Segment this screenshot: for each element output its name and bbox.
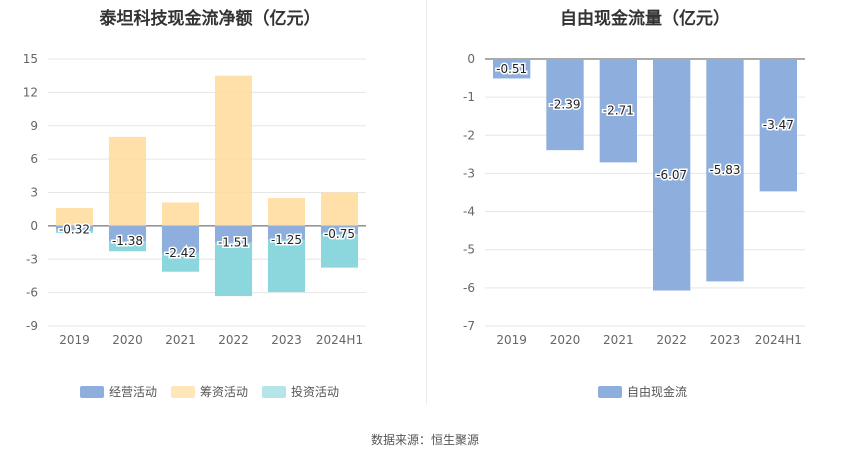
y-tick-label-right: -1 — [463, 90, 475, 104]
bar-left-2-0 — [55, 229, 94, 233]
y-tick-label-left: -3 — [26, 252, 38, 266]
legend-swatch-operating — [80, 385, 104, 398]
data-label-left-1: -1.38 — [112, 234, 143, 248]
bar-left-1-0 — [55, 208, 94, 226]
left-chart-legend: 经营活动 筹资活动 投资活动 — [80, 383, 339, 400]
bar-left-1-2 — [161, 202, 200, 226]
legend-item-free-cash-flow[interactable]: 自由现金流 — [598, 383, 687, 400]
bar-right-0-5 — [759, 59, 797, 192]
y-tick-label-right: -2 — [463, 128, 475, 142]
y-tick-label-right: -4 — [463, 205, 475, 219]
bar-left-1-4 — [267, 198, 306, 226]
panel-divider — [426, 0, 427, 405]
data-label-right-5: -3.47 — [763, 118, 794, 132]
bar-right-0-0 — [493, 59, 531, 79]
y-tick-label-left: 12 — [23, 85, 38, 99]
bar-left-0-2 — [161, 225, 200, 253]
bar-left-0-3 — [214, 225, 253, 243]
data-label-right-3: -6.07 — [656, 168, 687, 182]
y-tick-label-left: 9 — [30, 119, 38, 133]
right-chart-legend: 自由现金流 — [598, 383, 687, 400]
bar-left-0-1 — [108, 225, 147, 242]
y-tick-label-right: 0 — [467, 52, 475, 66]
legend-item-operating[interactable]: 经营活动 — [80, 383, 157, 400]
legend-item-financing[interactable]: 筹资活动 — [171, 383, 248, 400]
data-label-left-3: -1.51 — [218, 236, 249, 250]
x-tick-label-left: 2021 — [165, 333, 196, 347]
bar-left-2-3 — [214, 242, 253, 297]
data-label-right-0: -0.51 — [496, 62, 527, 76]
data-label-right-2: -2.71 — [603, 104, 634, 118]
x-tick-label-left: 2020 — [112, 333, 143, 347]
bar-left-2-5 — [320, 234, 359, 268]
x-tick-label-right: 2021 — [603, 333, 634, 347]
x-tick-label-left: 2023 — [271, 333, 302, 347]
bar-right-0-1 — [546, 59, 584, 151]
x-tick-label-right: 2023 — [710, 333, 741, 347]
x-tick-label-right: 2022 — [656, 333, 687, 347]
bar-left-2-1 — [108, 241, 147, 252]
x-tick-label-left: 2022 — [218, 333, 249, 347]
legend-label-operating: 经营活动 — [109, 385, 158, 399]
data-label-right-1: -2.39 — [549, 98, 580, 112]
legend-label-financing: 筹资活动 — [200, 385, 249, 399]
bar-left-1-1 — [108, 136, 147, 226]
bar-left-1-5 — [320, 192, 359, 226]
y-tick-label-left: 6 — [30, 152, 38, 166]
y-tick-label-right: -3 — [463, 166, 475, 180]
y-tick-label-left: -6 — [26, 286, 38, 300]
x-tick-label-right: 2024H1 — [755, 333, 802, 347]
data-label-left-2: -2.42 — [165, 246, 196, 260]
y-tick-label-left: 3 — [30, 186, 38, 200]
x-tick-label-right: 2020 — [550, 333, 581, 347]
bar-right-0-3 — [653, 59, 691, 291]
y-tick-label-right: -7 — [463, 319, 475, 333]
bar-left-1-3 — [214, 75, 253, 226]
legend-swatch-free-cash-flow — [598, 385, 622, 398]
y-tick-label-right: -6 — [463, 281, 475, 295]
bar-left-0-4 — [267, 225, 306, 240]
y-tick-label-left: 0 — [30, 219, 38, 233]
legend-swatch-investing — [262, 385, 287, 398]
legend-item-investing[interactable]: 投资活动 — [262, 383, 339, 400]
data-label-left-4: -1.25 — [271, 233, 302, 247]
data-source-footer: 数据来源：恒生聚源 — [370, 433, 479, 447]
data-label-left-0: -0.32 — [59, 222, 90, 236]
legend-swatch-financing — [171, 385, 196, 398]
bar-left-0-5 — [320, 225, 359, 235]
legend-label-free-cash-flow: 自由现金流 — [627, 385, 688, 399]
x-tick-label-left: 2019 — [59, 333, 90, 347]
x-tick-label-left: 2024H1 — [316, 333, 363, 347]
y-tick-label-left: 15 — [23, 52, 38, 66]
left-chart-title: 泰坦科技现金流净额（亿元） — [99, 9, 321, 29]
y-tick-label-right: -5 — [463, 243, 475, 257]
data-label-right-4: -5.83 — [709, 163, 740, 177]
legend-label-investing: 投资活动 — [291, 385, 340, 399]
bar-left-0-0 — [55, 225, 94, 230]
bar-right-0-4 — [706, 59, 744, 282]
data-label-left-5: -0.75 — [324, 227, 355, 241]
y-tick-label-left: -9 — [26, 319, 38, 333]
bar-left-2-4 — [267, 239, 306, 293]
bar-left-2-2 — [161, 252, 200, 272]
x-tick-label-right: 2019 — [496, 333, 527, 347]
bar-right-0-2 — [599, 59, 637, 163]
right-chart-title: 自由现金流量（亿元） — [560, 9, 730, 29]
